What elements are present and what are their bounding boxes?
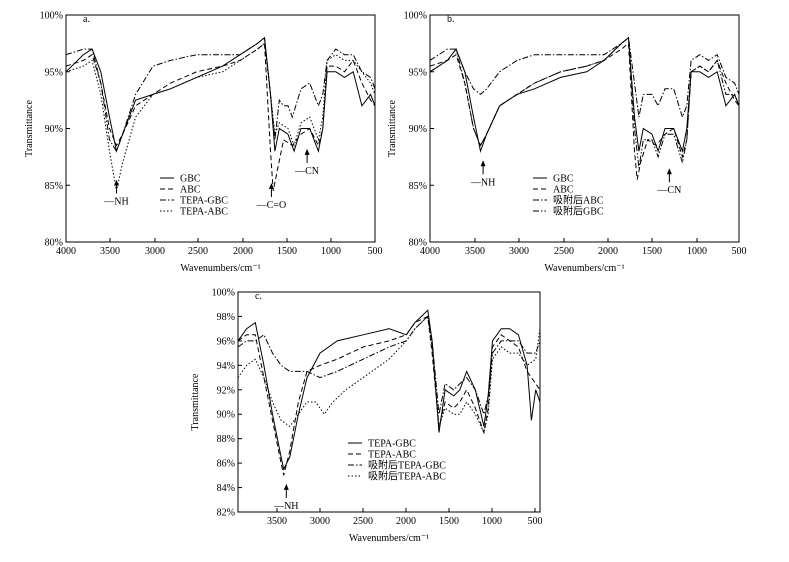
- x-tick-label: 2000: [233, 246, 253, 257]
- y-tick-label: 84%: [217, 483, 235, 494]
- x-tick-label: 2000: [598, 246, 618, 257]
- legend-entry: 吸附后ABC: [553, 194, 604, 207]
- y-tick-label: 100%: [404, 11, 427, 22]
- annotation-label: —CN: [294, 166, 319, 177]
- series-line-4: [66, 42, 375, 192]
- y-tick-label: 95%: [409, 67, 427, 78]
- series-line-2: [430, 42, 739, 180]
- x-tick-label: 1500: [439, 516, 459, 527]
- y-tick-label: 88%: [217, 434, 235, 445]
- series-line-3: [430, 36, 739, 119]
- x-tick-label: 1000: [687, 246, 707, 257]
- series-line-1: [66, 36, 375, 154]
- y-tick-label: 85%: [409, 181, 427, 192]
- annotation-label: —NH: [470, 177, 495, 188]
- x-tick-label: 500: [732, 246, 747, 257]
- x-tick-label: 500: [368, 246, 383, 257]
- y-axis-label: Transmittance: [387, 100, 398, 157]
- arrow-head: [304, 148, 310, 155]
- legend-entry: TEPA-ABC: [180, 207, 228, 218]
- legend-entry: TEPA-ABC: [368, 450, 416, 461]
- chart-panel-1: 80% 85% 90% 95% 100% 4000 3500 3000 2500 2000 1500…: [24, 11, 383, 275]
- x-tick-label: 3500: [267, 516, 287, 527]
- y-tick-label: 96%: [217, 336, 235, 347]
- x-tick-label: 2500: [554, 246, 574, 257]
- series-line-3: [66, 36, 375, 153]
- x-axis-label: Wavenumbers/cm⁻¹: [349, 533, 429, 544]
- x-tick-label: 500: [528, 516, 543, 527]
- series-line-4: [430, 36, 739, 169]
- y-tick-label: 90%: [45, 124, 63, 135]
- x-tick-label: 2500: [188, 246, 208, 257]
- annotation-label: —NH: [103, 197, 128, 208]
- y-tick-label: 80%: [45, 238, 63, 249]
- chart-panel-3: 82% 84% 86% 88% 90% 92% 94% 96% 98% 100% 3500 3000 2…: [190, 288, 543, 545]
- x-tick-label: 3000: [509, 246, 529, 257]
- x-tick-label: 1500: [642, 246, 662, 257]
- y-tick-label: 100%: [40, 11, 63, 22]
- annotation-label: —C=O: [256, 200, 287, 211]
- x-tick-label: 3500: [100, 246, 120, 257]
- x-tick-label: 1000: [321, 246, 341, 257]
- y-tick-label: 80%: [409, 238, 427, 249]
- annotation-label: —CN: [656, 185, 681, 196]
- legend-entry: 吸附后GBC: [553, 205, 604, 218]
- x-tick-label: 3500: [465, 246, 485, 257]
- series-line-4: [238, 315, 540, 435]
- series-line-1: [430, 36, 739, 154]
- arrow-head: [666, 168, 672, 175]
- y-axis-label: Transmittance: [24, 100, 35, 157]
- y-tick-label: 95%: [45, 67, 63, 78]
- y-tick-label: 94%: [217, 361, 235, 372]
- chart-panel-2: 80% 85% 90% 95% 100% 4000 3500 3000 2500 2000 1500…: [387, 11, 747, 275]
- arrow-head: [283, 483, 289, 490]
- x-tick-label: 2000: [396, 516, 416, 527]
- legend-entry: GBC: [553, 174, 574, 185]
- y-tick-label: 100%: [212, 288, 235, 299]
- annotation-label: —NH: [273, 501, 298, 512]
- panel-label: b.: [447, 14, 455, 25]
- x-tick-label: 3000: [145, 246, 165, 257]
- x-tick-label: 1500: [277, 246, 297, 257]
- x-axis-label: Wavenumbers/cm⁻¹: [180, 263, 260, 274]
- legend-entry: TEPA-GBC: [180, 196, 228, 207]
- y-axis-label: Transmittance: [190, 373, 201, 430]
- y-tick-label: 90%: [409, 124, 427, 135]
- y-tick-label: 85%: [45, 181, 63, 192]
- x-tick-label: 3000: [310, 516, 330, 527]
- series-line-2: [66, 42, 375, 191]
- arrow-head: [268, 182, 274, 189]
- y-tick-label: 98%: [217, 312, 235, 323]
- x-tick-label: 4000: [56, 246, 76, 257]
- legend-entry: ABC: [180, 185, 201, 196]
- y-tick-label: 86%: [217, 459, 235, 470]
- series-line-3: [238, 315, 540, 416]
- legend-entry: TEPA-GBC: [368, 439, 416, 450]
- x-tick-label: 2500: [353, 516, 373, 527]
- y-tick-label: 92%: [217, 385, 235, 396]
- x-tick-label: 1000: [482, 516, 502, 527]
- arrow-head: [480, 160, 486, 167]
- legend-entry: 吸附后TEPA-GBC: [368, 459, 446, 472]
- arrow-head: [113, 179, 119, 186]
- y-tick-label: 90%: [217, 410, 235, 421]
- y-tick-label: 82%: [217, 508, 235, 519]
- legend-entry: 吸附后TEPA-ABC: [368, 470, 446, 483]
- legend-entry: GBC: [180, 174, 201, 185]
- panel-label: c.: [255, 291, 262, 302]
- x-axis-label: Wavenumbers/cm⁻¹: [544, 263, 624, 274]
- panel-label: a.: [83, 14, 90, 25]
- legend-entry: ABC: [553, 185, 574, 196]
- series-line-1: [238, 309, 540, 471]
- x-tick-label: 4000: [420, 246, 440, 257]
